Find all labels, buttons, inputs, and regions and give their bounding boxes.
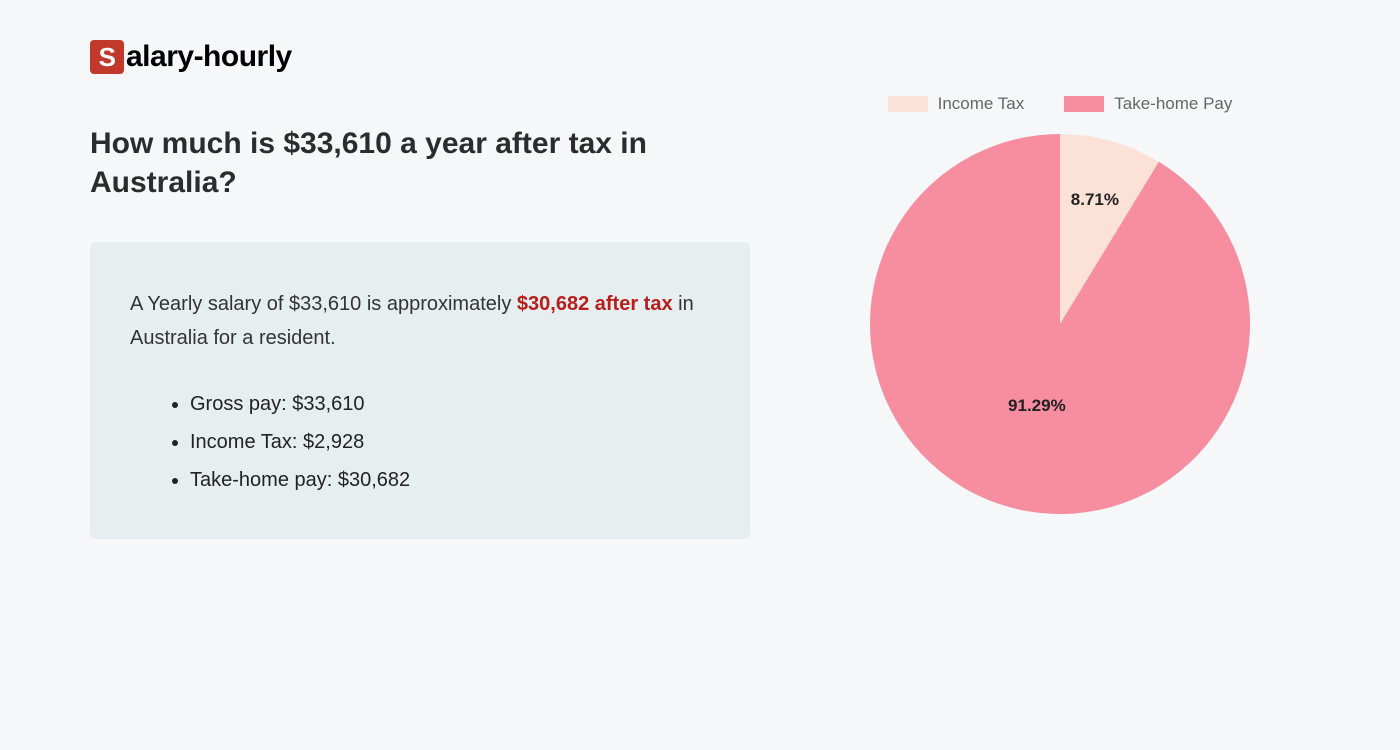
list-item: Gross pay: $33,610 — [190, 385, 710, 423]
legend-item-income-tax: Income Tax — [888, 94, 1025, 114]
page-title: How much is $33,610 a year after tax in … — [90, 124, 750, 202]
legend-label: Income Tax — [938, 94, 1025, 114]
pie-slice-label: 91.29% — [1008, 396, 1066, 416]
legend-label: Take-home Pay — [1114, 94, 1232, 114]
legend-swatch-icon — [1064, 96, 1104, 112]
summary-text: A Yearly salary of $33,610 is approximat… — [130, 287, 710, 355]
summary-box: A Yearly salary of $33,610 is approximat… — [90, 242, 750, 539]
chart-legend: Income Tax Take-home Pay — [888, 94, 1233, 114]
pie-chart: 8.71% 91.29% — [870, 134, 1250, 514]
list-item: Take-home pay: $30,682 — [190, 461, 710, 499]
pie-svg — [870, 134, 1250, 514]
logo-s-icon: S — [90, 40, 124, 74]
site-logo: Salary-hourly — [90, 40, 1310, 74]
legend-item-take-home: Take-home Pay — [1064, 94, 1232, 114]
summary-bullets: Gross pay: $33,610 Income Tax: $2,928 Ta… — [130, 385, 710, 499]
logo-text: alary-hourly — [126, 40, 292, 74]
pie-slice-label: 8.71% — [1071, 190, 1119, 210]
summary-highlight: $30,682 after tax — [517, 293, 673, 315]
list-item: Income Tax: $2,928 — [190, 423, 710, 461]
summary-before: A Yearly salary of $33,610 is approximat… — [130, 293, 517, 315]
legend-swatch-icon — [888, 96, 928, 112]
